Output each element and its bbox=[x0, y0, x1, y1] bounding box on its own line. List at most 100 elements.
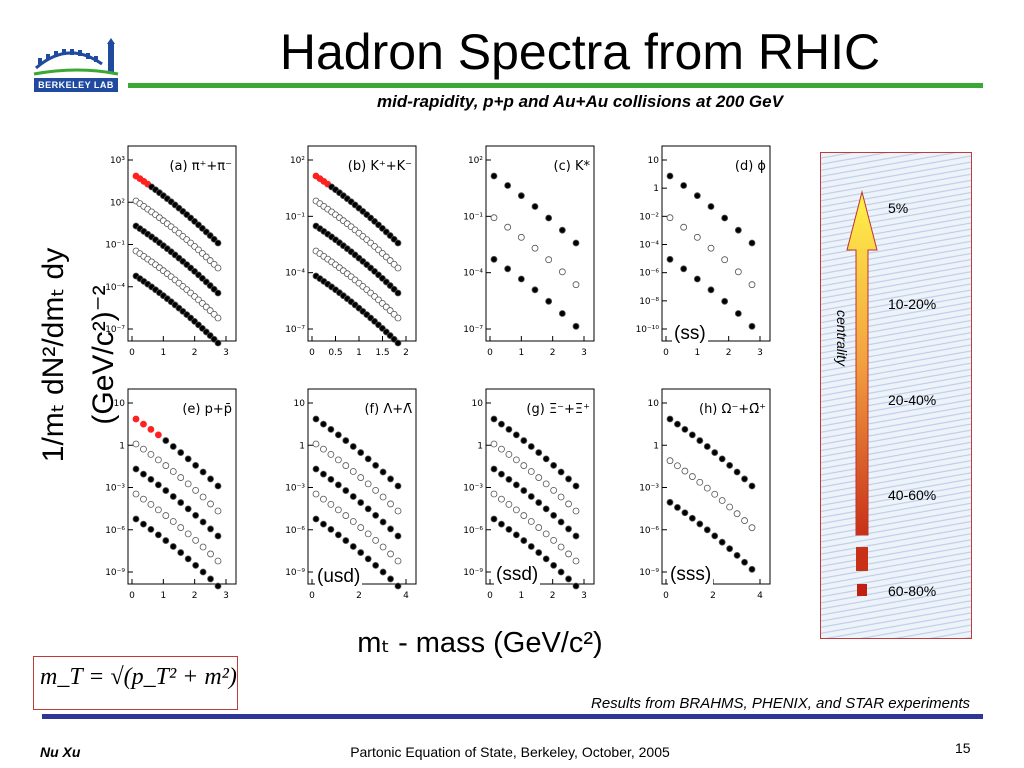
data-point bbox=[357, 524, 365, 531]
y-tick-label: 10² bbox=[110, 198, 125, 208]
data-point bbox=[387, 575, 394, 583]
data-point bbox=[572, 582, 580, 590]
data-point bbox=[718, 455, 726, 463]
data-point bbox=[207, 575, 214, 583]
data-point bbox=[557, 493, 565, 501]
y-tick-label: 10⁻⁶ bbox=[639, 269, 659, 279]
panel-title: (b) K⁺+K⁻ bbox=[348, 159, 412, 174]
data-point bbox=[394, 289, 402, 297]
data-point bbox=[527, 493, 535, 500]
y-tick-label: 1 bbox=[119, 441, 125, 451]
data-point bbox=[572, 322, 580, 330]
data-point bbox=[703, 443, 711, 450]
data-point bbox=[162, 487, 170, 494]
data-point bbox=[718, 538, 726, 546]
data-point bbox=[512, 456, 520, 464]
data-point bbox=[707, 286, 715, 294]
x-tick-label: 2 bbox=[550, 348, 556, 358]
x-tick-label: 3 bbox=[223, 348, 229, 358]
data-point bbox=[527, 518, 535, 525]
y-tick-label: 10⁻⁷ bbox=[285, 325, 305, 335]
x-tick-label: 0 bbox=[487, 591, 493, 601]
data-point bbox=[545, 214, 553, 222]
data-point bbox=[379, 468, 387, 476]
data-point bbox=[504, 223, 512, 231]
data-point bbox=[721, 214, 729, 222]
data-point bbox=[688, 473, 696, 480]
data-point bbox=[520, 437, 528, 444]
y-tick-label: 10⁻⁹ bbox=[105, 568, 125, 578]
data-point bbox=[512, 431, 520, 439]
logo-graphic bbox=[33, 38, 119, 76]
data-point bbox=[681, 467, 689, 475]
data-point bbox=[688, 514, 696, 522]
data-point bbox=[520, 537, 528, 544]
data-point bbox=[498, 470, 505, 478]
data-point bbox=[342, 537, 350, 544]
slide-title: Hadron Spectra from RHIC bbox=[279, 24, 881, 80]
data-point bbox=[666, 415, 674, 423]
x-tick-label: 2 bbox=[192, 591, 198, 601]
data-point bbox=[387, 525, 394, 533]
data-point bbox=[132, 465, 140, 473]
data-point bbox=[372, 536, 380, 544]
data-point bbox=[542, 455, 550, 463]
data-point bbox=[199, 518, 207, 526]
pp-data-point bbox=[147, 425, 155, 433]
data-point bbox=[505, 525, 513, 533]
data-point bbox=[199, 568, 207, 576]
data-point bbox=[666, 457, 674, 465]
data-point bbox=[214, 339, 222, 347]
data-point bbox=[535, 499, 543, 506]
data-point bbox=[741, 475, 748, 483]
data-point bbox=[372, 461, 380, 469]
data-point bbox=[748, 239, 756, 247]
data-point bbox=[379, 493, 387, 501]
data-point bbox=[207, 550, 214, 558]
x-axis-label: mₜ - mass (GeV/c²) bbox=[357, 627, 603, 659]
data-point bbox=[154, 531, 162, 539]
data-point bbox=[394, 239, 402, 247]
data-point bbox=[545, 256, 553, 264]
panel-title: (f) Λ+Λ̄ bbox=[364, 402, 412, 417]
data-point bbox=[490, 440, 498, 448]
centrality-bin-10-20: 10-20% bbox=[888, 296, 937, 312]
data-point bbox=[545, 297, 553, 305]
data-point bbox=[748, 281, 756, 289]
author-name: Nu Xu bbox=[40, 744, 81, 760]
data-point bbox=[162, 462, 170, 469]
pp-data-point bbox=[154, 431, 162, 439]
data-point bbox=[147, 475, 155, 483]
data-point bbox=[364, 530, 372, 538]
data-point bbox=[572, 557, 580, 565]
data-point bbox=[721, 256, 729, 264]
data-point bbox=[162, 437, 170, 444]
data-point bbox=[531, 286, 539, 294]
data-point bbox=[177, 449, 185, 456]
data-point bbox=[327, 425, 335, 433]
data-point bbox=[342, 462, 350, 469]
data-point bbox=[696, 478, 704, 486]
data-point bbox=[693, 233, 701, 241]
data-point bbox=[184, 480, 192, 488]
data-point bbox=[372, 511, 380, 519]
data-point bbox=[327, 450, 335, 458]
data-point bbox=[558, 268, 566, 276]
data-point bbox=[394, 314, 402, 322]
panel-d: (d) ϕ 0 1 2 3 10 1 10⁻² 10⁻⁴ 10⁻⁶ 10⁻⁸ 10⁻¹⁰ bbox=[636, 145, 771, 358]
results-note: Results from BRAHMS, PHENIX, and STAR ex… bbox=[591, 695, 970, 712]
data-point bbox=[711, 449, 719, 456]
y-tick-label: 10⁻⁴ bbox=[463, 269, 483, 279]
data-point bbox=[372, 486, 380, 494]
panel-title: (e) p+p̄ bbox=[182, 402, 232, 417]
y-tick-label: 10⁻⁹ bbox=[285, 568, 305, 578]
data-point bbox=[490, 490, 498, 498]
data-point bbox=[535, 524, 543, 531]
centrality-label: centrality bbox=[834, 309, 850, 367]
data-point bbox=[711, 532, 719, 540]
y-tick-label: 10⁻¹⁰ bbox=[636, 325, 660, 335]
data-point bbox=[550, 511, 558, 519]
data-point bbox=[748, 524, 756, 532]
y-tick-label: 10⁻⁹ bbox=[639, 568, 659, 578]
data-point bbox=[734, 226, 742, 234]
